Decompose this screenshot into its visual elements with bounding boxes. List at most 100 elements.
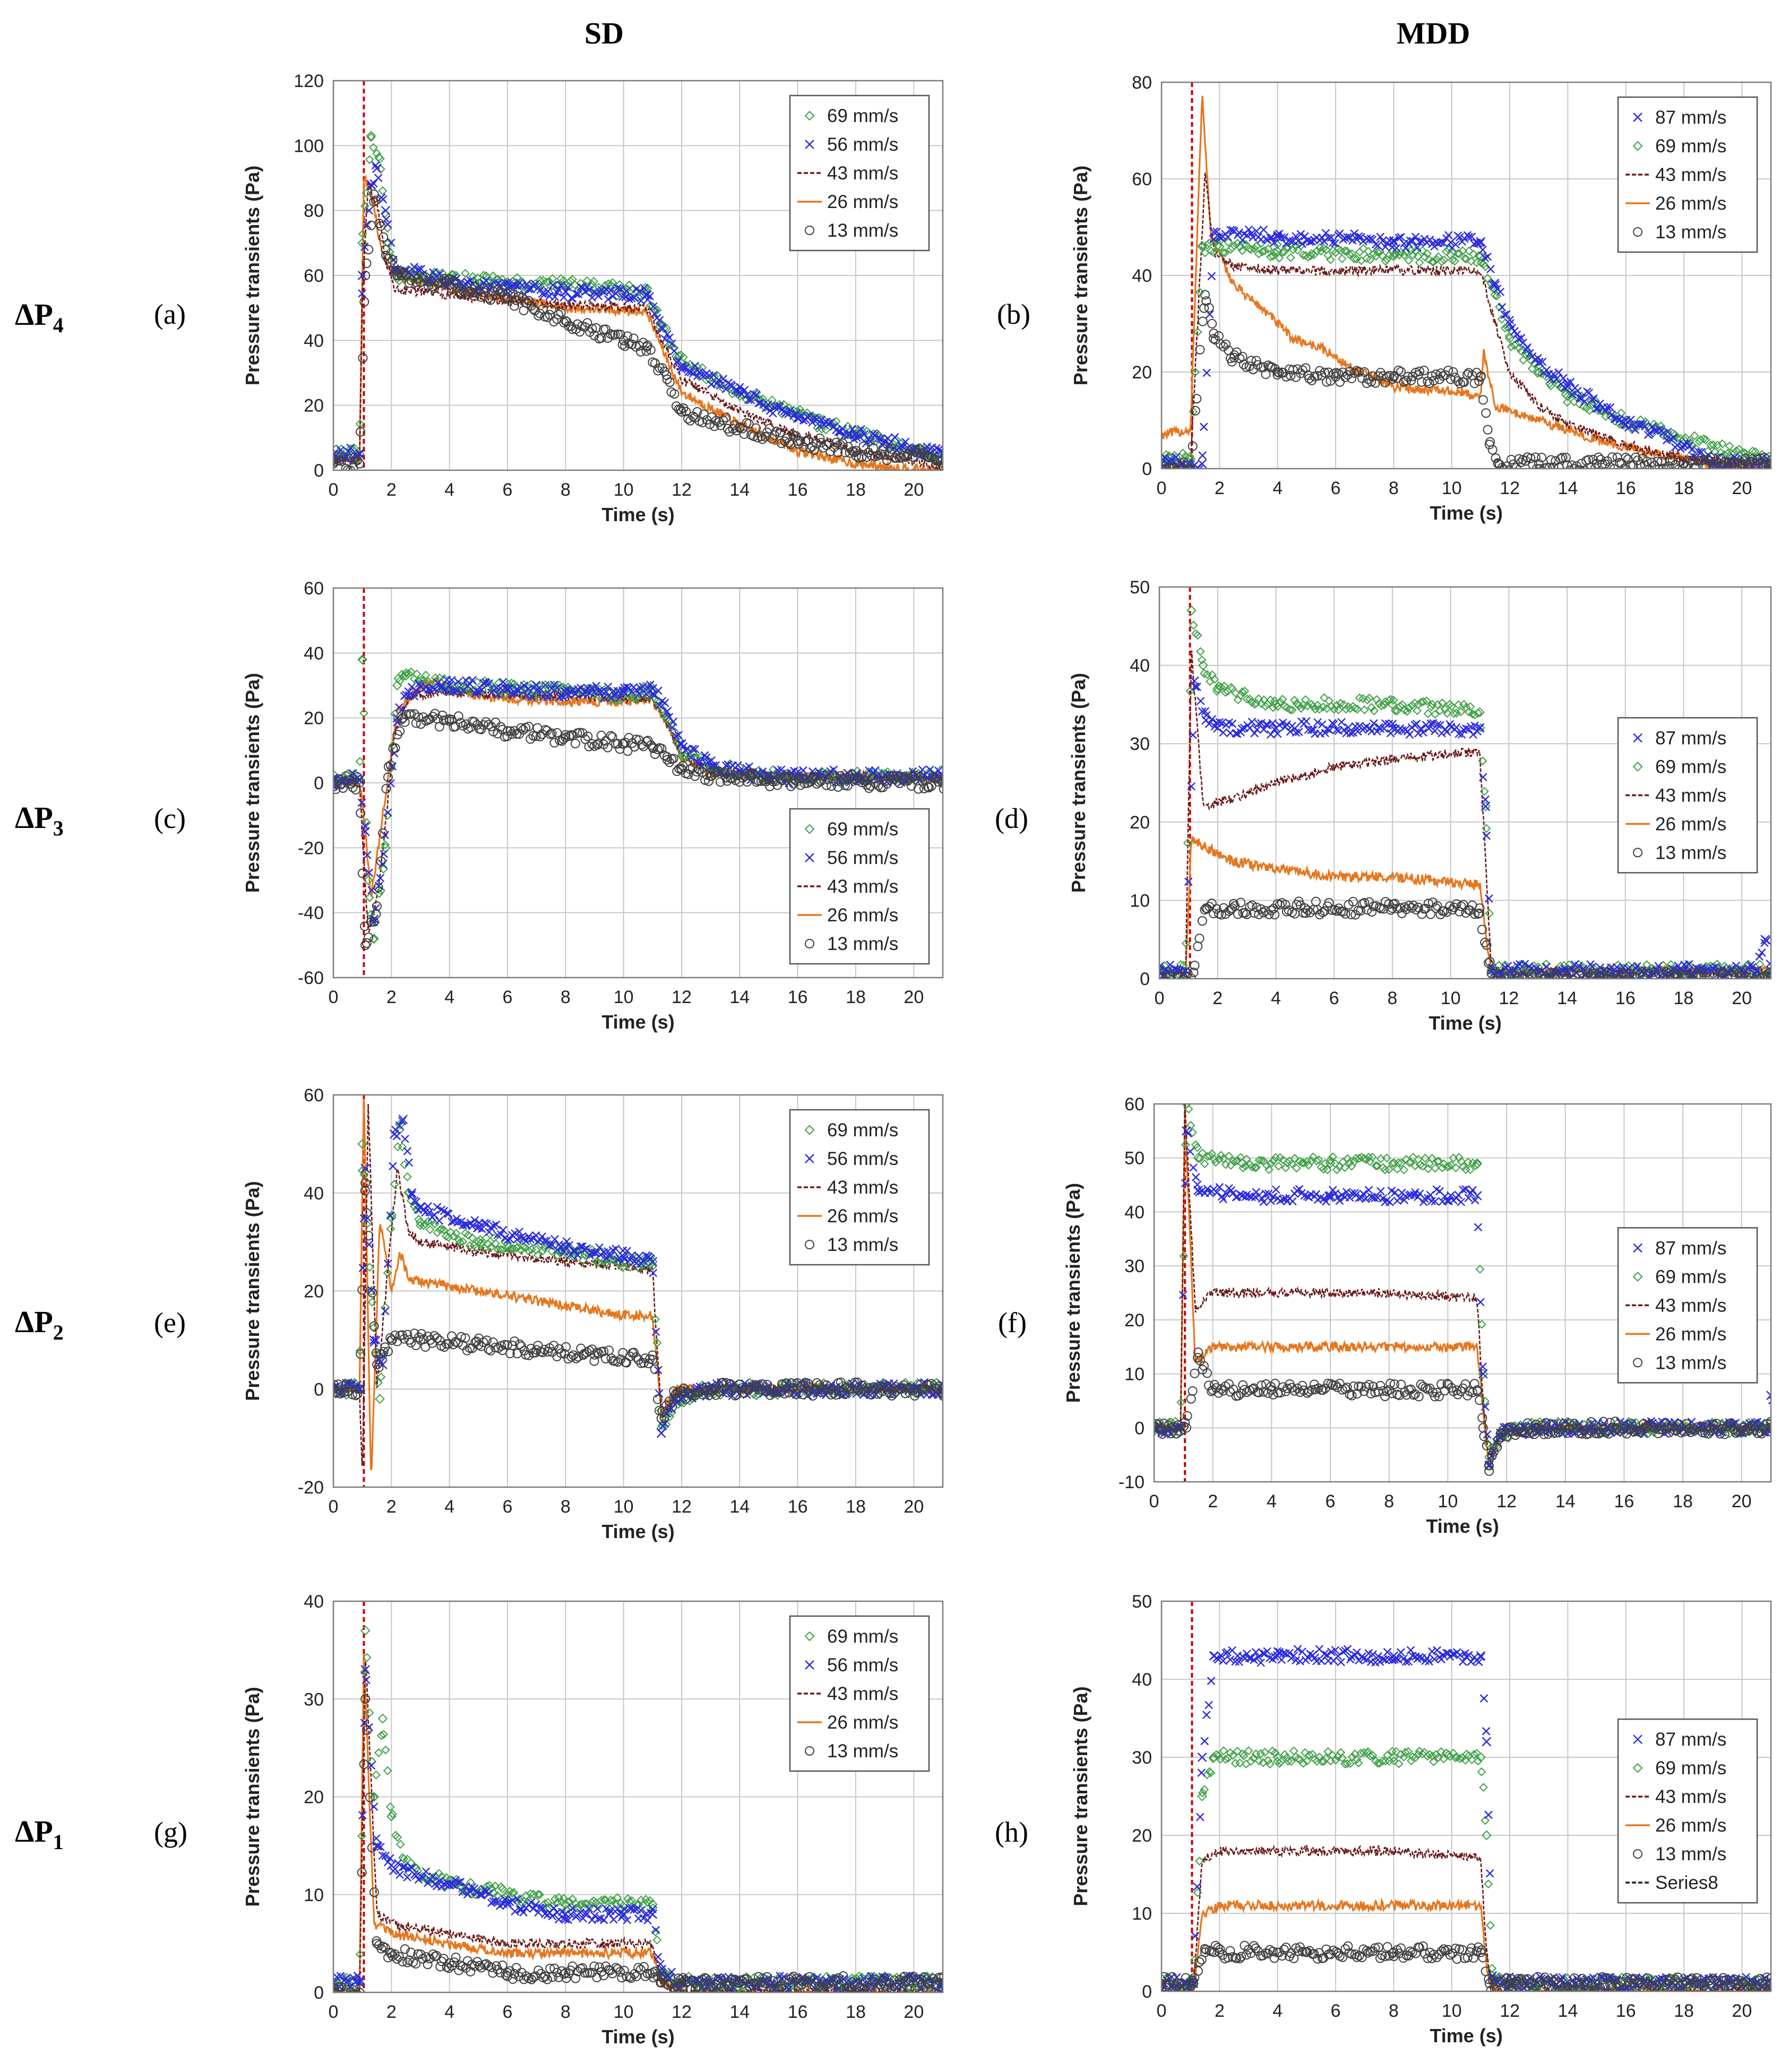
data-point bbox=[1353, 727, 1362, 736]
data-point bbox=[671, 1389, 681, 1399]
data-point bbox=[1314, 366, 1324, 376]
data-point bbox=[1207, 899, 1217, 909]
data-point bbox=[622, 287, 631, 296]
data-point bbox=[690, 413, 700, 423]
data-point bbox=[1182, 975, 1191, 979]
data-point bbox=[1211, 904, 1222, 914]
data-point bbox=[829, 1388, 839, 1398]
data-point bbox=[639, 1256, 648, 1265]
data-point bbox=[629, 1348, 639, 1358]
data-point bbox=[938, 455, 943, 465]
data-point bbox=[1666, 960, 1675, 969]
data-point bbox=[561, 316, 571, 326]
data-point bbox=[873, 772, 882, 780]
data-point bbox=[523, 296, 534, 306]
data-point bbox=[672, 731, 681, 740]
data-point bbox=[561, 1242, 571, 1252]
data-point bbox=[1542, 366, 1551, 375]
y-tick-label: 120 bbox=[294, 71, 324, 91]
data-point bbox=[561, 1342, 571, 1352]
legend-entry: 56 mm/s bbox=[805, 1149, 898, 1169]
data-point bbox=[1236, 690, 1245, 700]
data-point bbox=[1237, 246, 1247, 255]
data-point bbox=[1312, 905, 1322, 915]
data-point bbox=[1519, 355, 1528, 365]
data-point bbox=[1352, 366, 1362, 376]
data-point bbox=[1371, 1161, 1381, 1171]
data-point bbox=[858, 442, 868, 452]
data-point bbox=[1332, 906, 1342, 916]
data-point bbox=[836, 1377, 846, 1387]
data-point bbox=[397, 271, 407, 281]
data-point bbox=[553, 683, 562, 692]
x-tick-label: 8 bbox=[1387, 988, 1397, 1008]
data-point bbox=[1506, 315, 1514, 324]
legend-entry: 87 mm/s bbox=[1633, 107, 1726, 128]
data-point bbox=[786, 1378, 796, 1388]
data-point bbox=[357, 1138, 368, 1149]
data-point bbox=[630, 694, 639, 703]
data-point bbox=[1235, 228, 1244, 237]
data-point bbox=[515, 1339, 525, 1349]
data-point bbox=[1373, 1161, 1382, 1170]
data-point bbox=[1707, 978, 1713, 979]
data-point bbox=[534, 310, 544, 321]
data-point bbox=[1259, 226, 1268, 234]
data-point bbox=[1352, 254, 1361, 264]
data-point bbox=[333, 1379, 343, 1389]
y-tick-label: 0 bbox=[314, 1379, 324, 1400]
data-point bbox=[1380, 1165, 1390, 1175]
data-point bbox=[1228, 1156, 1238, 1166]
data-point bbox=[662, 374, 672, 384]
data-point bbox=[1266, 252, 1275, 262]
data-point bbox=[1395, 702, 1405, 711]
data-point bbox=[358, 289, 366, 298]
data-point bbox=[1211, 1158, 1220, 1167]
data-point bbox=[1198, 316, 1208, 326]
data-point bbox=[345, 1379, 355, 1389]
chart-panel: (c)0 2 4 6 8 10 12 14 16 18 20-60-40-200204060Time… bbox=[154, 579, 944, 1033]
data-point bbox=[1219, 1195, 1228, 1204]
data-point bbox=[1709, 964, 1718, 972]
data-point bbox=[625, 1263, 635, 1272]
data-point bbox=[1237, 1158, 1248, 1169]
data-point bbox=[777, 765, 786, 774]
data-point bbox=[1405, 730, 1414, 739]
legend-entry: 43 mm/s bbox=[797, 1177, 898, 1198]
data-point bbox=[630, 293, 639, 303]
data-point bbox=[1261, 702, 1270, 711]
data-point bbox=[862, 780, 872, 790]
data-point bbox=[378, 828, 388, 838]
data-point bbox=[1360, 1154, 1369, 1163]
data-point bbox=[1407, 903, 1417, 913]
data-point bbox=[1224, 1151, 1234, 1161]
data-point bbox=[453, 711, 463, 721]
data-point bbox=[437, 1224, 446, 1234]
data-point bbox=[468, 288, 478, 298]
data-point bbox=[531, 1345, 541, 1355]
data-point bbox=[1542, 372, 1551, 382]
data-point bbox=[383, 1268, 392, 1277]
data-point bbox=[1257, 1156, 1266, 1166]
data-point bbox=[1392, 1164, 1402, 1174]
data-point bbox=[1580, 397, 1589, 406]
x-tick-label: 12 bbox=[672, 987, 692, 1007]
data-point bbox=[416, 1329, 426, 1339]
data-point bbox=[610, 1251, 620, 1261]
data-point bbox=[924, 783, 934, 793]
data-point bbox=[613, 739, 623, 749]
data-point bbox=[555, 693, 564, 702]
legend-swatch bbox=[805, 140, 814, 149]
data-point bbox=[1755, 453, 1765, 463]
data-point bbox=[524, 684, 533, 693]
data-point bbox=[570, 738, 580, 748]
data-point bbox=[1326, 255, 1335, 264]
data-point bbox=[775, 428, 785, 438]
data-point bbox=[1278, 1155, 1288, 1165]
data-point bbox=[360, 202, 369, 211]
data-point bbox=[1482, 831, 1491, 840]
data-point bbox=[1322, 377, 1332, 387]
data-point bbox=[443, 1339, 453, 1349]
data-point bbox=[341, 1379, 351, 1389]
data-point bbox=[1481, 254, 1490, 262]
